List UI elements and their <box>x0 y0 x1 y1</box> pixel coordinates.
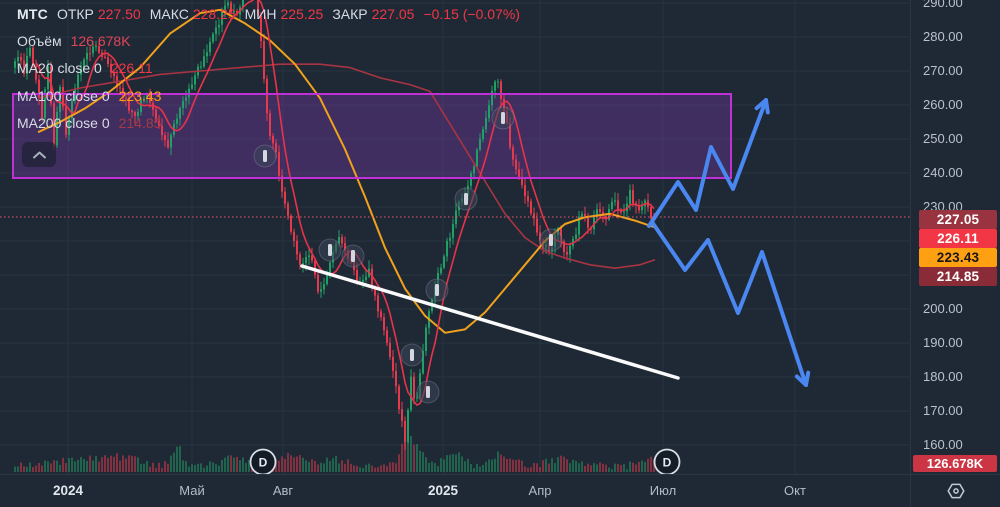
svg-text:D: D <box>663 456 672 470</box>
chevron-up-icon <box>31 149 48 161</box>
ma200-line <box>37 63 656 269</box>
price-tick-label: 180.00 <box>923 369 963 384</box>
dividend-marker[interactable]: D <box>653 448 681 476</box>
resistance-zone-fill[interactable] <box>13 94 731 178</box>
close-value: 227.05 <box>371 6 415 22</box>
open-pair: ОТКР 227.50 <box>57 6 141 22</box>
ohlc-legend-row[interactable]: МТС ОТКР 227.50 МАКС 228.25 МИН 225.25 З… <box>17 6 520 22</box>
ma20-legend-row[interactable]: MA20 close 0 226.11 <box>17 60 153 76</box>
ma200-legend-row[interactable]: MA200 close 0 214.85 <box>17 115 161 131</box>
high-value: 228.25 <box>192 6 236 22</box>
trendline[interactable] <box>300 264 680 380</box>
low-pair: МИН 225.25 <box>245 6 324 22</box>
open-label: ОТКР <box>56 6 94 22</box>
event-markers <box>253 106 563 404</box>
time-axis[interactable]: 2024 Май Авг 2025 Апр Июл Окт <box>0 474 910 507</box>
low-label: МИН <box>244 6 277 22</box>
dividend-marker[interactable]: D <box>249 448 277 476</box>
event-marker[interactable] <box>318 238 342 262</box>
svg-text:D: D <box>259 456 268 470</box>
legend-collapse-button[interactable] <box>22 142 56 167</box>
ma100-label: MA100 close 0 <box>17 88 110 104</box>
low-value: 225.25 <box>280 6 324 22</box>
volume-legend-row[interactable]: Объём 126.678K <box>17 33 131 49</box>
event-marker[interactable] <box>253 144 277 168</box>
price-tick-label: 170.00 <box>923 403 963 418</box>
ma100-value: 223.43 <box>118 88 162 104</box>
price-tick-label: 250.00 <box>923 131 963 146</box>
price-tick-label: 200.00 <box>923 301 963 316</box>
price-badge: 214.85 <box>919 267 997 286</box>
price-tick-label: 240.00 <box>923 165 963 180</box>
high-label: МАКС <box>149 6 189 22</box>
price-badge: 226.11 <box>919 229 997 248</box>
price-tick-label: 190.00 <box>923 335 963 350</box>
ma20-value: 226.11 <box>110 60 153 76</box>
open-value: 227.50 <box>97 6 141 22</box>
time-tick-label: Май <box>179 483 205 498</box>
price-tick-label: 280.00 <box>923 29 963 44</box>
ma200-label: MA200 close 0 <box>17 115 110 131</box>
event-marker[interactable] <box>400 343 424 367</box>
event-marker[interactable] <box>416 380 440 404</box>
volume-bars <box>14 428 655 472</box>
ma20-label: MA20 close 0 <box>17 60 102 76</box>
time-tick-label: 2025 <box>427 483 459 498</box>
price-tick-label: 160.00 <box>923 437 963 452</box>
event-marker[interactable] <box>539 228 563 252</box>
price-axis[interactable]: 290.00 280.00 270.00 260.00 250.00 240.00 230.… <box>910 0 1000 474</box>
price-badge: 227.05 <box>919 210 997 229</box>
high-pair: МАКС 228.25 <box>150 6 236 22</box>
price-tick-label: 270.00 <box>923 63 963 78</box>
axis-settings-icon[interactable] <box>946 481 966 501</box>
time-tick-label: 2024 <box>52 483 84 498</box>
ma100-legend-row[interactable]: MA100 close 0 223.43 <box>17 88 161 104</box>
volume-badge: 126.678K <box>913 455 997 472</box>
change-value: −0.15 (−0.07%) <box>423 6 520 22</box>
bearish-forecast-arrow[interactable] <box>650 220 811 387</box>
price-tick-label: 260.00 <box>923 97 963 112</box>
symbol-title: МТС <box>17 6 48 22</box>
bullish-forecast-arrow[interactable] <box>647 98 770 228</box>
close-label: ЗАКР <box>332 6 368 22</box>
time-tick-label: Окт <box>784 483 806 498</box>
time-tick-label: Июл <box>649 483 677 498</box>
volume-value: 126.678K <box>70 33 131 49</box>
price-tick-label: 290.00 <box>923 0 963 10</box>
time-tick-label: Авг <box>272 483 294 498</box>
resistance-zone-border[interactable] <box>12 93 732 179</box>
time-tick-label: Апр <box>528 483 552 498</box>
ma200-value: 214.85 <box>118 115 162 131</box>
axis-corner <box>910 474 1000 507</box>
volume-label: Объём <box>17 33 62 49</box>
event-marker[interactable] <box>425 278 449 302</box>
event-marker[interactable] <box>491 106 515 130</box>
close-pair: ЗАКР 227.05 <box>332 6 414 22</box>
price-badge: 223.43 <box>919 248 997 267</box>
event-marker[interactable] <box>341 244 365 268</box>
event-marker[interactable] <box>454 187 478 211</box>
